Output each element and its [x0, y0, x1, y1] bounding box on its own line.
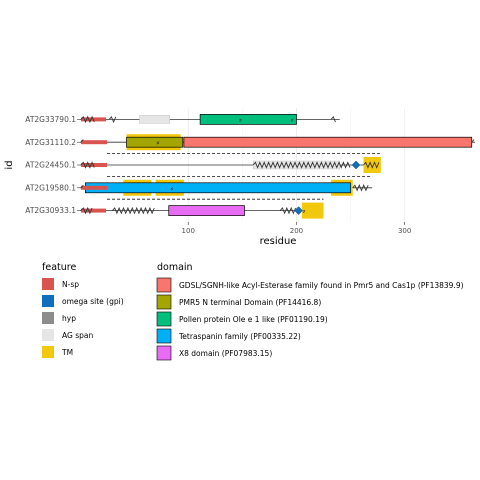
legend-key [156, 294, 172, 310]
domain-box [126, 136, 184, 148]
legend-title: domain [157, 262, 193, 273]
n-sp-feature [81, 185, 108, 190]
legend-key [42, 295, 54, 307]
hyp-wavy-mark [352, 184, 369, 192]
x-tick-label: 100 [182, 227, 195, 235]
hyp-wavy-mark [112, 206, 155, 215]
legend-key [156, 311, 172, 327]
legend-label: omega site (gpi) [62, 297, 124, 306]
domain-box [199, 114, 297, 125]
y-axis-title: id [4, 160, 15, 169]
y-tick-label: AT2G33790.1 [25, 115, 76, 124]
ag-span-feature [139, 115, 171, 124]
tm-feature [301, 202, 324, 219]
legend-key [156, 277, 172, 293]
hyp-mark: ⸗ [157, 138, 160, 147]
hyp-mark: ⸗ [239, 115, 242, 124]
hyp-mark: ⸗ [291, 115, 294, 124]
n-sp-feature [81, 163, 108, 167]
n-sp-feature [81, 140, 108, 145]
tm-feature [363, 157, 381, 173]
hyp-mark: ⸗ [171, 184, 174, 193]
legend-key [156, 328, 172, 344]
protein-track: ⸗ [80, 179, 373, 196]
y-axis-ticks: AT2G33790.1 AT2G31110.2 AT2G24450.1 AT2G195… [25, 115, 80, 215]
legend-key [42, 278, 54, 290]
legend-label: Tetraspanin family (PF00335.22) [178, 332, 301, 341]
x-axis-title: residue [260, 236, 297, 247]
domain-box [85, 182, 351, 194]
y-tick-label: AT2G24450.1 [25, 161, 76, 170]
hyp-wavy-mark [363, 161, 380, 169]
hyp-wavy-mark [330, 115, 336, 123]
protein-track: ⸗ [80, 202, 324, 219]
legend-title: feature [42, 262, 76, 273]
protein-tracks: ⸗ ⸗⸗⸗⸗ [80, 114, 475, 219]
legend-label: GDSL/SGNH-like Acyl-Esterase family foun… [179, 281, 464, 290]
n-sp-feature [81, 208, 106, 213]
hyp-wavy-mark [252, 161, 351, 169]
hyp-wavy-mark [108, 115, 117, 124]
x-axis-ticks: 100 200 300 [182, 222, 411, 235]
legend-key [42, 329, 54, 341]
legend: feature N-sp omega site (gpi) hyp AG span TM d… [42, 262, 464, 361]
domain-box [183, 136, 473, 148]
protein-track [80, 157, 381, 173]
y-tick-label: AT2G31110.2 [25, 138, 76, 147]
protein-track: ⸗ ⸗ [80, 114, 340, 125]
hyp-wavy-mark [80, 139, 84, 143]
legend-key [156, 345, 172, 361]
hyp-wavy-mark [80, 161, 95, 169]
domain-box [168, 205, 245, 216]
legend-label: AG span [62, 331, 93, 340]
omega-site-marker [294, 206, 303, 215]
legend-label: PMR5 N terminal Domain (PF14416.8) [179, 298, 321, 307]
hyp-mark: ⸗ [303, 207, 306, 216]
hyp-wavy-mark [279, 206, 297, 215]
hyp-wavy-mark [80, 115, 95, 124]
legend-label: TM [61, 348, 73, 357]
x-tick-label: 300 [398, 227, 411, 235]
legend-label: N-sp [62, 280, 79, 289]
hyp-wavy-mark [80, 184, 84, 189]
y-tick-label: AT2G19580.1 [25, 183, 76, 192]
legend-label: X8 domain (PF07983.15) [179, 349, 272, 358]
hyp-wavy-mark [471, 139, 475, 143]
legend-key [42, 312, 54, 324]
x-tick-label: 200 [290, 227, 303, 235]
legend-label: Pollen protein Ole e 1 like (PF01190.19) [179, 315, 328, 324]
protein-track: ⸗ [80, 134, 475, 151]
legend-key [42, 346, 54, 358]
y-tick-label: AT2G30933.1 [25, 206, 76, 215]
omega-site-marker [351, 160, 361, 170]
legend-label: hyp [62, 314, 76, 323]
hyp-wavy-mark [80, 206, 93, 215]
